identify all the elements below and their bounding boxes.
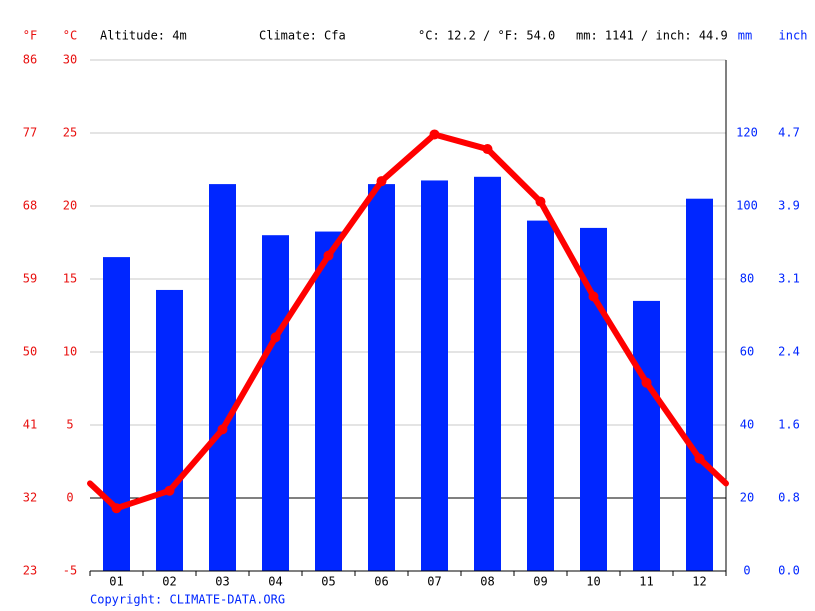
y2-tick-label: 100: [736, 199, 758, 213]
x-tick-label: 09: [533, 575, 547, 589]
y2-axis-title-mm: mm: [738, 29, 752, 43]
y2-tick-label: 40: [740, 418, 754, 432]
x-tick-label: 08: [480, 575, 494, 589]
x-tick-label: 05: [321, 575, 335, 589]
y2-tick-label: 20: [740, 491, 754, 505]
x-tick-label: 02: [162, 575, 176, 589]
line-point: [111, 503, 122, 514]
y-tick-label: 15: [63, 272, 77, 286]
y2-tick-label-alt: 0.0: [778, 564, 800, 578]
y-tick-label-alt: 77: [23, 126, 37, 140]
y2-tick-label: 0: [743, 564, 750, 578]
line-point: [270, 332, 281, 343]
annotation: Climate: Cfa: [259, 29, 346, 43]
y-tick-label-alt: 32: [23, 491, 37, 505]
annotation: Altitude: 4m: [100, 29, 187, 43]
bar: [686, 198, 713, 571]
y-tick-label: -5: [63, 564, 77, 578]
y-tick-label: 20: [63, 199, 77, 213]
y-tick-label: 30: [63, 53, 77, 67]
x-tick-label: 07: [427, 575, 441, 589]
line-point: [217, 424, 228, 435]
y2-tick-label-alt: 3.9: [778, 199, 800, 213]
y2-axis-title-inch: inch: [779, 29, 808, 43]
line-point: [535, 196, 546, 207]
bar: [103, 257, 130, 571]
line-point: [482, 144, 493, 155]
y2-tick-label-alt: 2.4: [778, 345, 800, 359]
y-tick-label-alt: 23: [23, 564, 37, 578]
y2-tick-label-alt: 1.6: [778, 418, 800, 432]
line-point: [429, 129, 440, 140]
y-tick-label: 0: [66, 491, 73, 505]
bar: [633, 300, 660, 571]
bar: [474, 176, 501, 572]
y-tick-label-alt: 68: [23, 199, 37, 213]
y-tick-label-alt: 59: [23, 272, 37, 286]
y2-tick-label-alt: 0.8: [778, 491, 800, 505]
line-point: [376, 176, 387, 187]
y2-tick-label: 120: [736, 126, 758, 140]
line-point: [641, 377, 652, 388]
y-tick-label: 10: [63, 345, 77, 359]
bar: [527, 220, 554, 571]
y-tick-label-alt: 86: [23, 53, 37, 67]
y2-tick-label: 60: [740, 345, 754, 359]
line-point: [588, 291, 599, 302]
y-axis-title-fahrenheit: °F: [23, 29, 37, 43]
line-point: [694, 453, 705, 464]
y-tick-label-alt: 50: [23, 345, 37, 359]
y2-tick-label: 80: [740, 272, 754, 286]
bar: [421, 180, 448, 571]
y2-tick-label-alt: 3.1: [778, 272, 800, 286]
x-tick-label: 10: [586, 575, 600, 589]
y-tick-label: 5: [66, 418, 73, 432]
x-tick-label: 03: [215, 575, 229, 589]
annotation: °C: 12.2 / °F: 54.0: [418, 29, 555, 43]
line: [115, 131, 702, 512]
source: Copyright: CLIMATE-DATA.ORG: [90, 593, 285, 607]
bar: [156, 289, 183, 571]
x-tick-label: 12: [692, 575, 706, 589]
x-tick-label: 11: [639, 575, 653, 589]
line-point: [164, 485, 175, 496]
y-axis-title-celsius: °C: [63, 29, 77, 43]
x-tick-label: 01: [109, 575, 123, 589]
x-tick-label: 06: [374, 575, 388, 589]
y2-tick-label-alt: 4.7: [778, 126, 800, 140]
line-wrap: [87, 455, 729, 512]
line-point: [323, 250, 334, 261]
bar: [209, 184, 236, 571]
annotation: mm: 1141 / inch: 44.9: [576, 29, 728, 43]
y-tick-label-alt: 41: [23, 418, 37, 432]
bar: [315, 231, 342, 572]
bar: [368, 184, 395, 571]
x-tick-label: 04: [268, 575, 282, 589]
y-tick-label: 25: [63, 126, 77, 140]
bar: [262, 235, 289, 571]
